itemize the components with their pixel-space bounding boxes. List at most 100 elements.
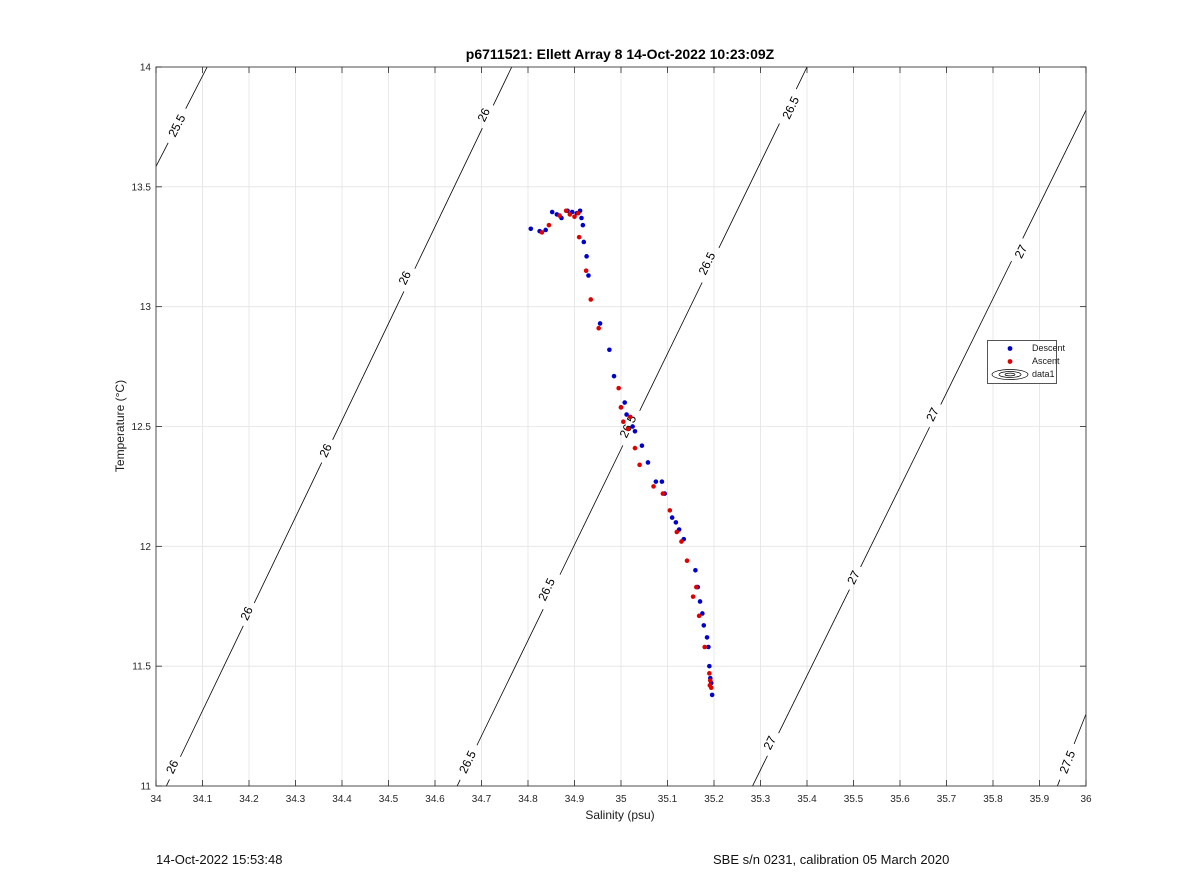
axis-ticks: 34 34.1 34.2 34.3 34.4 34.5 34.6 34.7 34.8 34.9 35… — [132, 63, 1092, 806]
legend-label: data1 — [1032, 369, 1055, 379]
contour-line-26 — [165, 779, 170, 786]
point-ascent — [707, 678, 713, 683]
contour-line-26.5 — [718, 123, 780, 249]
point-descent — [701, 623, 707, 628]
y-tick-label: 11.5 — [132, 662, 151, 673]
point-ascent — [632, 445, 638, 451]
contour-line-27 — [1022, 109, 1086, 239]
point-ascent — [651, 484, 656, 489]
point-ascent — [696, 613, 702, 619]
series-ascent — [539, 208, 714, 691]
point-descent — [659, 479, 665, 484]
point-ascent — [546, 222, 552, 228]
contour-label: 27 — [923, 405, 942, 423]
point-ascent — [667, 508, 673, 513]
legend-item-descent: Descent — [988, 342, 1065, 355]
footer-timestamp: 14-Oct-2022 15:53:48 — [156, 852, 283, 867]
data-points — [528, 208, 715, 698]
contour-label: 27.5 — [1057, 748, 1079, 775]
point-descent — [528, 226, 534, 232]
point-descent — [607, 347, 612, 353]
contour-label: 26 — [475, 106, 494, 124]
point-ascent — [616, 385, 621, 391]
x-tick-label: 34.7 — [472, 794, 492, 805]
contour-line-27 — [940, 260, 1012, 405]
contour-line-26 — [180, 625, 244, 757]
x-tick-label: 35.4 — [797, 794, 817, 805]
y-tick-label: 12.5 — [132, 422, 152, 433]
legend-label: Descent — [1032, 343, 1066, 353]
y-axis-label: Temperature (°C) — [113, 380, 127, 472]
point-ascent — [707, 683, 713, 688]
contour-label: 26 — [237, 604, 256, 622]
point-ascent — [621, 419, 626, 425]
x-tick-label: 36 — [1080, 794, 1092, 805]
point-descent — [586, 273, 591, 278]
x-tick-label: 34.1 — [193, 794, 213, 805]
contour-line-27.5 — [1056, 779, 1061, 786]
contour-label: 27 — [761, 733, 780, 751]
contour-label: 25.5 — [165, 112, 188, 139]
contour-line-26 — [414, 128, 483, 269]
contour-line-27 — [860, 426, 930, 568]
contour-label: 27 — [1012, 242, 1031, 260]
contour-line-26.5 — [476, 608, 544, 746]
contour-line-26 — [332, 291, 405, 440]
contour-legend-icon — [991, 369, 1029, 380]
point-ascent — [583, 268, 589, 274]
legend-item-ascent: Ascent — [988, 355, 1060, 368]
point-descent — [581, 239, 587, 245]
point-ascent — [576, 234, 582, 240]
x-tick-label: 35.2 — [704, 794, 724, 805]
point-ascent — [596, 325, 601, 331]
x-tick-label: 34.9 — [565, 794, 585, 805]
point-ascent — [618, 405, 624, 410]
x-tick-label: 34.5 — [379, 794, 399, 805]
point-ascent — [679, 539, 684, 544]
point-descent — [653, 479, 659, 484]
point-descent — [579, 215, 584, 221]
point-descent — [693, 568, 698, 573]
x-axis-label: Salinity (psu) — [585, 808, 654, 822]
footer-calibration: SBE s/n 0231, calibration 05 March 2020 — [713, 852, 950, 867]
contour-line-27 — [778, 589, 850, 734]
chart-title: p6711521: Ellett Array 8 14-Oct-2022 10:… — [466, 46, 775, 62]
x-tick-label: 34.2 — [239, 794, 259, 805]
contour-label: 27 — [844, 568, 863, 586]
x-tick-label: 35.5 — [844, 794, 864, 805]
contour-label: 26 — [396, 269, 415, 287]
point-ascent — [563, 208, 569, 214]
x-tick-label: 34.6 — [425, 794, 445, 805]
point-ascent — [660, 491, 666, 496]
point-descent — [639, 443, 645, 448]
point-descent — [697, 599, 703, 604]
series-descent — [528, 208, 715, 698]
contour-line-26.5 — [456, 779, 461, 786]
point-descent — [597, 321, 603, 326]
point-descent — [584, 254, 589, 259]
point-ascent — [567, 212, 573, 217]
contour-line-26 — [492, 67, 513, 106]
legend-marker-ascent — [1007, 359, 1013, 364]
x-tick-label: 35.1 — [658, 794, 678, 805]
contour-line-26.5 — [559, 445, 624, 575]
point-descent — [673, 520, 679, 525]
point-ascent — [575, 210, 581, 216]
point-descent — [709, 692, 715, 698]
contour-line-26.5 — [639, 282, 703, 412]
point-ascent — [702, 644, 707, 650]
contour-label: 26.5 — [456, 748, 479, 775]
x-tick-label: 34.8 — [518, 794, 538, 805]
contour-label: 26 — [163, 757, 182, 775]
y-tick-label: 13 — [140, 302, 152, 313]
point-descent — [706, 644, 711, 650]
point-descent — [549, 209, 555, 215]
y-tick-label: 12 — [140, 542, 152, 553]
point-ascent — [572, 214, 577, 220]
point-descent — [669, 515, 675, 520]
point-descent — [700, 611, 705, 616]
point-ascent — [694, 584, 699, 590]
contour-label: 26.5 — [535, 576, 558, 603]
contour-line-25.5 — [156, 142, 169, 167]
